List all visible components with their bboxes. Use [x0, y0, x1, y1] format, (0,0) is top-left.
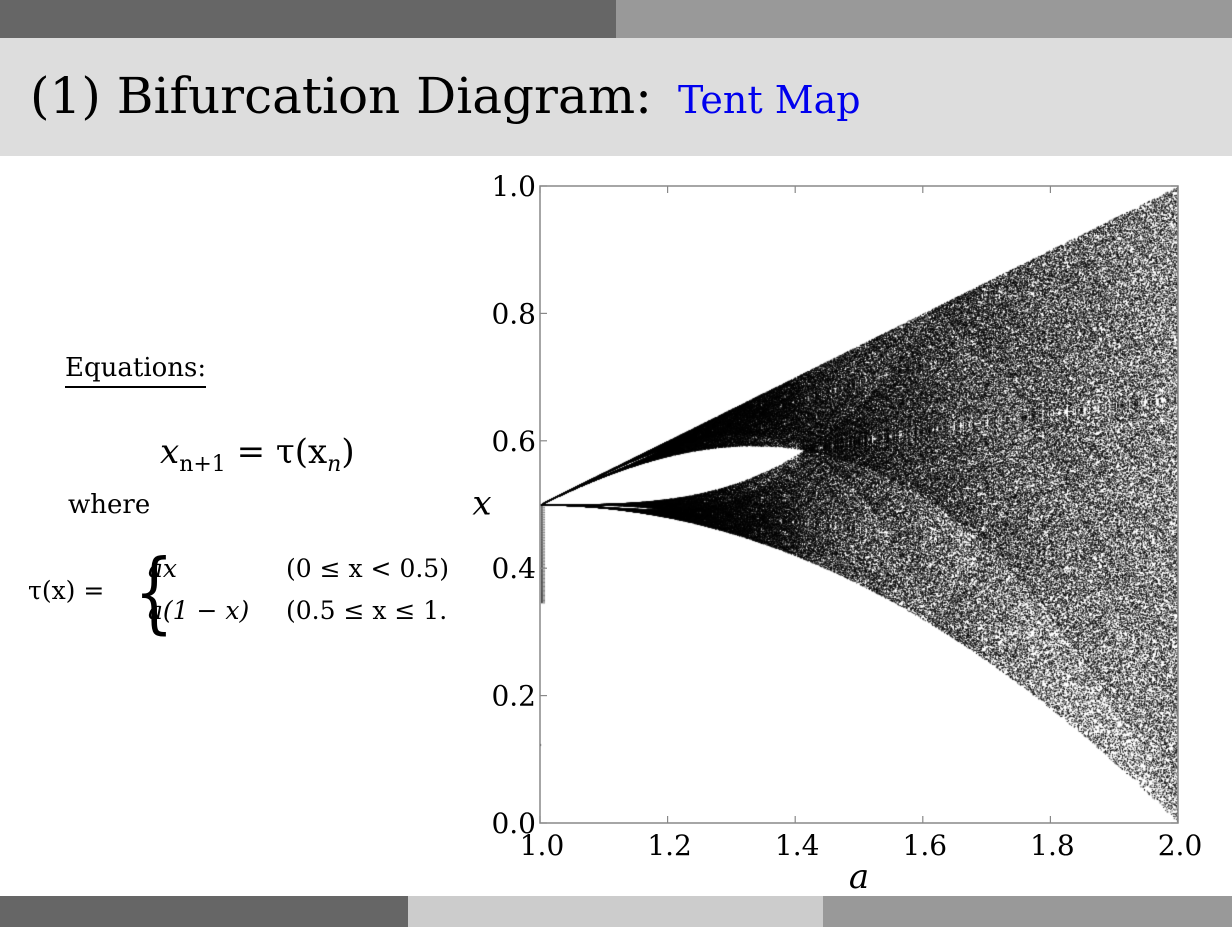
x-axis-label: a	[849, 857, 869, 897]
case-1-expression: ax	[148, 554, 178, 583]
y-tick-label: 0.6	[491, 425, 536, 458]
left-brace-symbol: {	[134, 540, 174, 643]
slide-subtitle: Tent Map	[678, 78, 861, 122]
piecewise-lhs: τ(x) =	[28, 576, 105, 605]
y-tick-label: 0.2	[491, 680, 536, 713]
bottom-decoration-bar	[0, 896, 1232, 927]
top-bar-light-segment	[616, 0, 1232, 38]
y-tick-label: 0.4	[491, 552, 536, 585]
equations-heading: Equations:	[65, 352, 207, 388]
main-equation: xn+1 = τ(xn)	[160, 432, 355, 477]
y-tick-label: 0.0	[491, 807, 536, 840]
main-equation-close: )	[341, 432, 355, 472]
bottom-bar-light-segment	[408, 896, 823, 927]
slide-title: (1) Bifurcation Diagram: Tent Map	[30, 66, 861, 130]
main-equation-rhs-sub: n	[327, 451, 342, 477]
top-decoration-bar	[0, 0, 1232, 38]
where-label: where	[68, 490, 151, 520]
axis-ticks: 1.0 1.2 1.4 1.6 1.8 2.0 0.0 0.2 0.4 0.6 0.8 1.0	[491, 170, 1202, 862]
x-tick-label: 1.6	[903, 829, 948, 862]
scatter-points	[540, 186, 1178, 823]
main-equation-rhs: = τ(x	[236, 432, 328, 472]
main-equation-lhs: x	[160, 432, 180, 472]
slide-title-text: (1) Bifurcation Diagram:	[30, 67, 653, 125]
piecewise-case-2: a(1 − x) (0.5 ≤ x ≤ 1.	[148, 596, 447, 625]
x-tick-label: 2.0	[1158, 829, 1203, 862]
bottom-bar-dark-segment	[0, 896, 408, 927]
scatter-points-image	[540, 186, 1178, 823]
piecewise-case-1: ax (0 ≤ x < 0.5)	[148, 554, 449, 583]
title-band: (1) Bifurcation Diagram: Tent Map	[0, 38, 1232, 156]
case-2-condition: (0.5 ≤ x ≤ 1.	[286, 596, 448, 625]
top-bar-dark-segment	[0, 0, 616, 38]
bottom-bar-mid-segment	[823, 896, 1232, 927]
x-tick-label: 1.2	[647, 829, 692, 862]
x-tick-label: 1.0	[520, 829, 565, 862]
y-tick-label: 1.0	[491, 170, 536, 203]
main-equation-lhs-sub: n+1	[179, 451, 226, 477]
plot-frame	[539, 185, 1179, 824]
x-tick-label: 1.8	[1030, 829, 1075, 862]
case-1-condition: (0 ≤ x < 0.5)	[286, 554, 449, 583]
x-tick-label: 1.4	[775, 829, 820, 862]
y-axis-label: x	[472, 484, 491, 524]
y-tick-label: 0.8	[491, 297, 536, 330]
case-2-expression: a(1 − x)	[148, 596, 250, 625]
